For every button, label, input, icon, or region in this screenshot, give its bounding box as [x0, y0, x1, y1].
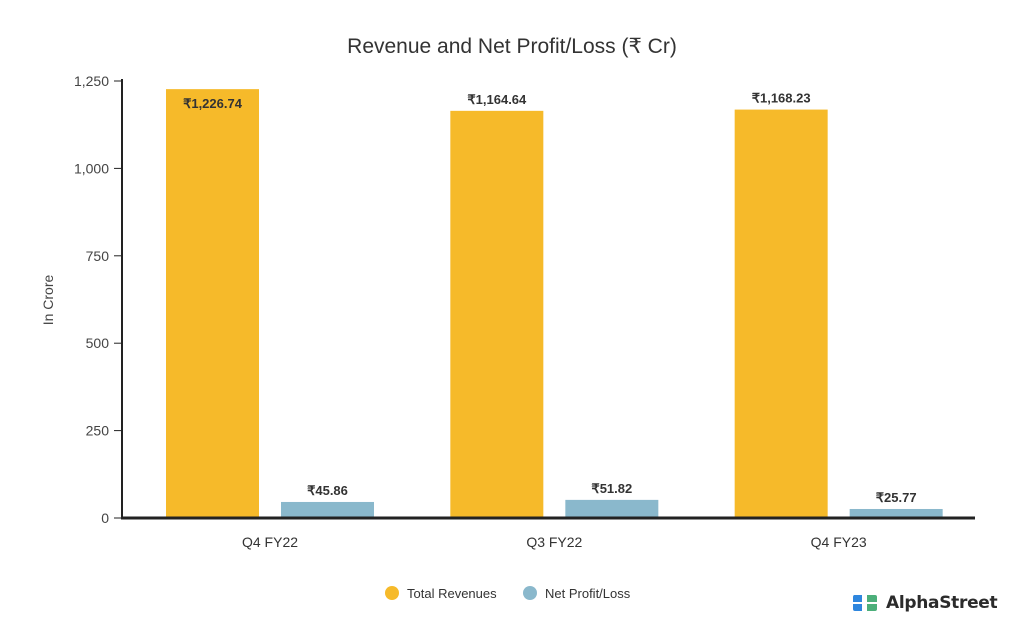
- y-tick-label: 1,250: [74, 73, 109, 89]
- legend-marker: [385, 586, 399, 600]
- bar-net-profit-loss: [849, 508, 943, 518]
- y-tick-label: 250: [86, 423, 110, 439]
- legend-marker: [523, 586, 537, 600]
- data-label: ₹25.77: [876, 490, 917, 505]
- y-tick-label: 0: [101, 510, 109, 526]
- bar-net-profit-loss: [565, 499, 659, 518]
- bar-total-revenues: [166, 89, 259, 518]
- bar-total-revenues: [450, 110, 544, 518]
- data-label: ₹1,168.23: [752, 91, 811, 106]
- y-axis-label: In Crore: [40, 275, 56, 326]
- x-tick-label: Q4 FY22: [242, 534, 298, 550]
- legend-label: Net Profit/Loss: [545, 586, 631, 601]
- x-tick-label: Q4 FY23: [811, 534, 867, 550]
- legend-label: Total Revenues: [407, 586, 497, 601]
- alphastreet-logo-text: AlphaStreet: [886, 593, 998, 613]
- data-label: ₹45.86: [307, 483, 348, 498]
- alphastreet-logo: AlphaStreet: [852, 593, 998, 613]
- bar-net-profit-loss: [281, 501, 374, 518]
- y-tick-label: 750: [86, 248, 110, 264]
- chart-title: Revenue and Net Profit/Loss (₹ Cr): [347, 35, 677, 58]
- alphastreet-logo-icon: [852, 595, 877, 611]
- bar-total-revenues: [734, 109, 828, 518]
- data-label: ₹51.82: [591, 481, 632, 496]
- data-label: ₹1,164.64: [467, 92, 527, 107]
- y-tick-label: 1,000: [74, 160, 109, 176]
- data-label: ₹1,226.74: [183, 96, 243, 111]
- x-tick-label: Q3 FY22: [526, 534, 582, 550]
- y-tick-label: 500: [86, 335, 110, 351]
